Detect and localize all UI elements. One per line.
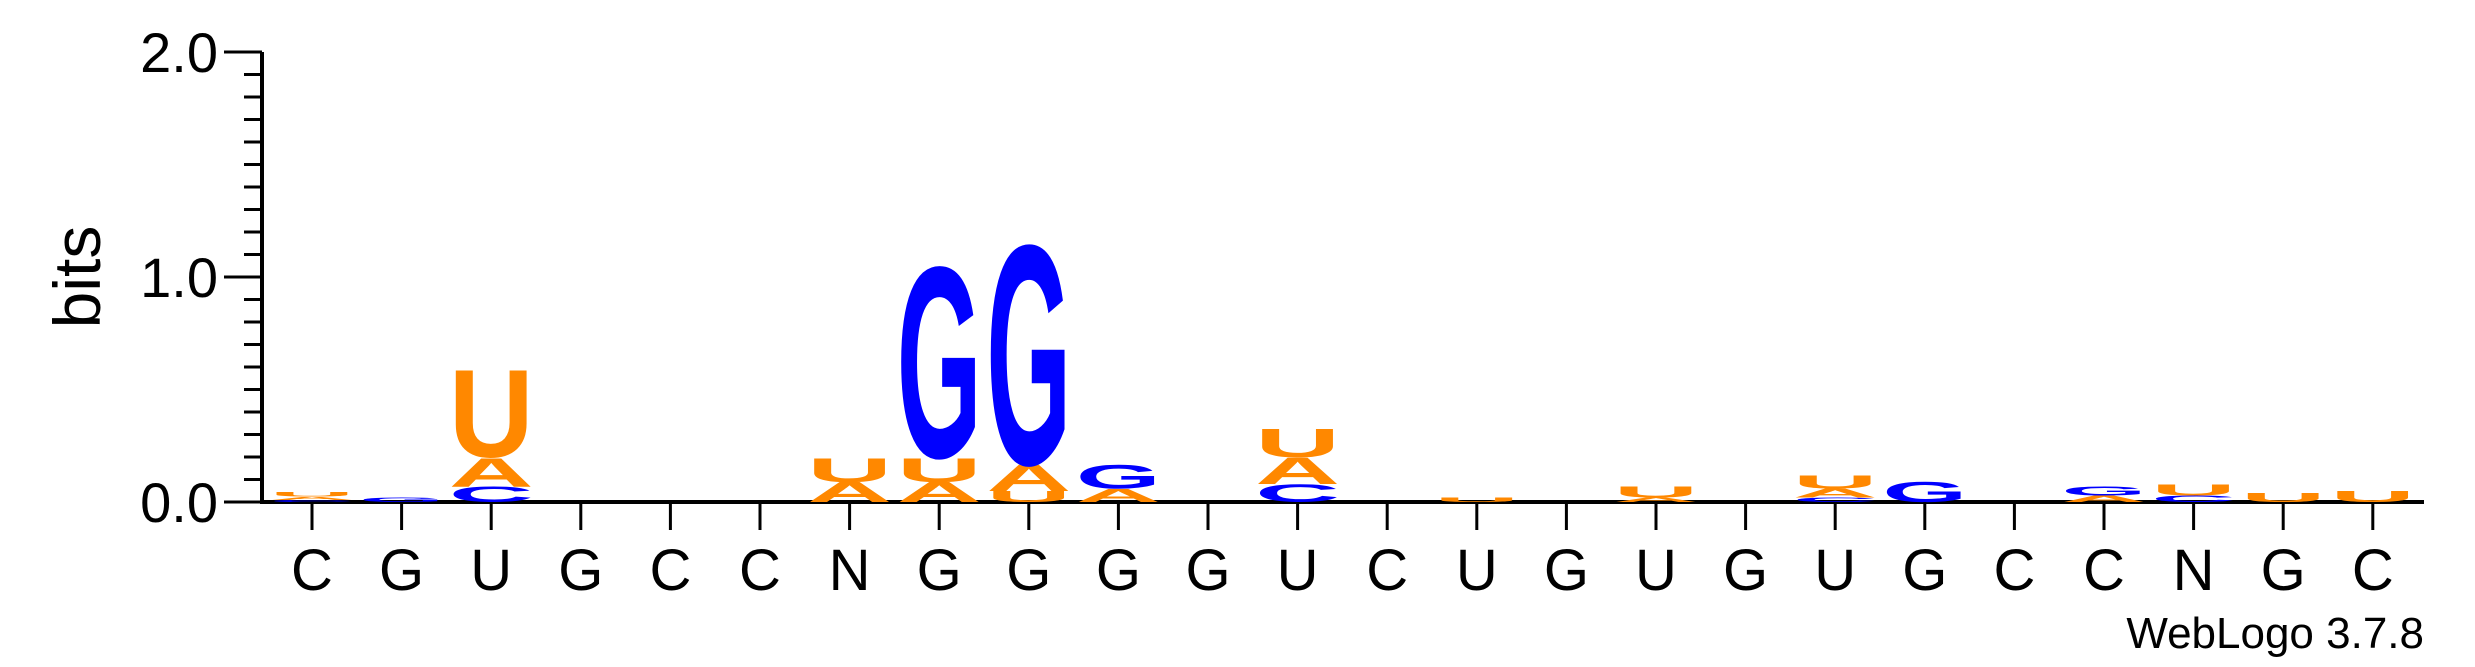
logo-letter-u: U [2151,481,2236,499]
column-label: C [1993,538,2035,603]
column-label: G [1185,538,1230,603]
logo-letter-g: G [359,496,444,503]
logo-letter-a: A [1793,486,1878,500]
logo-letter-u: U [986,488,1071,506]
axes: bits [40,52,2424,504]
logo-letter-a: A [1076,485,1161,506]
column-label: G [379,538,424,603]
y-ticks: 0.0 1.0 2.0 [140,21,262,534]
logo-letter-a: A [1255,450,1340,492]
column-label: G [2261,538,2306,603]
column-label: C [2352,538,2394,603]
logo-letter-g: G [986,179,1071,530]
column-label: U [1456,538,1498,603]
column-label: U [470,538,512,603]
logo-letter-a: A [986,457,1071,499]
logo-letter-a: A [2061,493,2146,504]
logo-letter-g: G [1076,458,1161,496]
logo-letter-u: U [1434,496,1519,503]
logo-letter-a: A [270,496,355,501]
column-label: G [1096,538,1141,603]
logo-letter-c: C [1793,496,1878,503]
y-tick-label: 1.0 [140,246,218,309]
column-label: N [2173,538,2215,603]
logo-letter-u: U [897,451,982,490]
column-label: G [917,538,962,603]
column-label: G [558,538,603,603]
logo-letter-u: U [2330,488,2415,506]
column-label: U [1635,538,1677,603]
column-label: U [1277,538,1319,603]
logo-letter-u: U [1614,483,1699,501]
logo-letter-u: U [270,491,355,498]
column-label: C [1366,538,1408,603]
column-label: C [739,538,781,603]
logo-letter-u: U [807,451,892,490]
y-tick-label: 2.0 [140,21,218,84]
logo-letter-a: A [449,449,534,495]
column-label: G [1902,538,1947,603]
logo-letter-u: U [1255,420,1340,466]
logo-letter-u: U [2241,491,2326,505]
logo-letter-u: U [1793,471,1878,492]
column-label: C [2083,538,2125,603]
y-tick-label: 0.0 [140,471,218,534]
logo-letter-c: C [2151,493,2236,504]
column-label: C [649,538,691,603]
logo-letter-c: C [270,499,355,503]
logo-letter-a: A [1614,496,1699,503]
column-label: G [1006,538,1051,603]
column-label: U [1814,538,1856,603]
logo-letter-g: G [897,211,982,516]
column-label: G [1723,538,1768,603]
logo-letter-u: U [449,343,534,483]
weblogo-credit: WebLogo 3.7.8 [2126,609,2424,658]
logo-letter-g: G [2062,484,2147,498]
column-label: C [291,538,333,603]
column-label: G [1544,538,1589,603]
column-label: N [829,538,871,603]
y-axis-title: bits [40,226,114,329]
